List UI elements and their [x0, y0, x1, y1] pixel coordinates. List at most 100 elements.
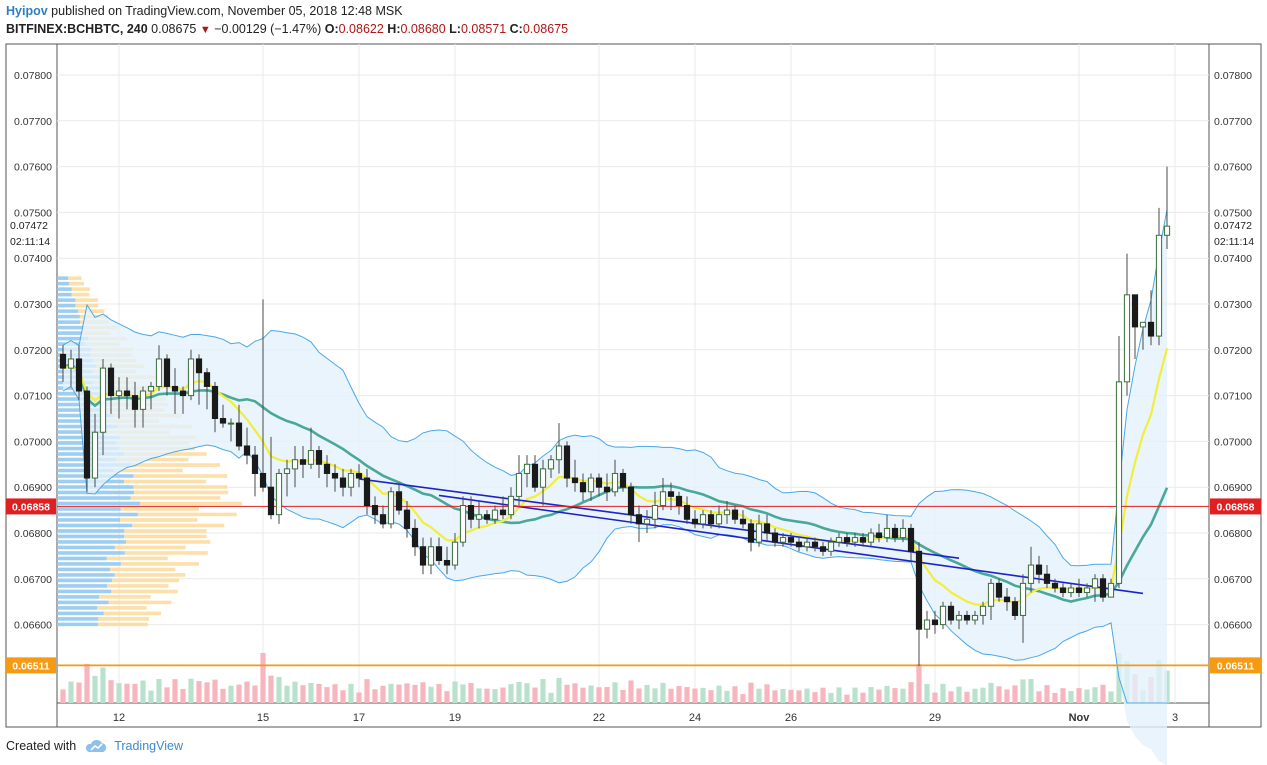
candle-up[interactable] [275, 472, 283, 516]
candle-up[interactable] [91, 431, 99, 479]
candle-down[interactable] [395, 491, 403, 511]
candle-up[interactable] [851, 537, 859, 543]
candle-down[interactable] [195, 358, 203, 374]
candle-down[interactable] [603, 486, 611, 493]
candle-up[interactable] [651, 505, 659, 520]
candle-up[interactable] [347, 472, 355, 488]
candle-down[interactable] [747, 523, 755, 543]
candle-up[interactable] [115, 390, 123, 397]
candle-up[interactable] [67, 358, 75, 369]
candle-down[interactable] [467, 505, 475, 520]
candle-down[interactable] [707, 514, 715, 525]
candle-down[interactable] [875, 532, 883, 539]
candle-down[interactable] [1147, 321, 1155, 337]
candle-down[interactable] [907, 527, 915, 552]
candle-down[interactable] [251, 454, 259, 474]
candle-up[interactable] [923, 619, 931, 630]
candle-down[interactable] [571, 477, 579, 484]
candle-up[interactable] [491, 509, 499, 520]
candle-down[interactable] [75, 358, 83, 392]
candle-up[interactable] [1115, 381, 1123, 584]
candle-down[interactable] [299, 459, 307, 465]
candle-down[interactable] [1099, 578, 1107, 598]
candle-down[interactable] [435, 546, 443, 561]
candle-down[interactable] [1011, 601, 1019, 616]
candle-up[interactable] [547, 459, 555, 470]
candle-down[interactable] [859, 537, 867, 543]
candle-up[interactable] [555, 445, 563, 461]
candle-up[interactable] [283, 468, 291, 474]
candle-down[interactable] [259, 472, 267, 488]
candle-up[interactable] [723, 509, 731, 516]
candle-down[interactable] [371, 505, 379, 516]
candle-down[interactable] [323, 463, 331, 474]
candle-up[interactable] [1139, 321, 1147, 328]
candle-down[interactable] [267, 486, 275, 516]
candle-up[interactable] [307, 450, 315, 465]
candle-down[interactable] [123, 390, 131, 397]
candle-down[interactable] [667, 491, 675, 497]
candle-down[interactable] [171, 385, 179, 392]
candle-down[interactable] [771, 532, 779, 543]
candle-up[interactable] [475, 514, 483, 520]
candle-down[interactable] [355, 472, 363, 479]
candle-down[interactable] [83, 390, 91, 479]
candle-down[interactable] [131, 395, 139, 410]
candle-up[interactable] [515, 472, 523, 497]
candle-up[interactable] [539, 468, 547, 488]
candle-up[interactable] [227, 422, 235, 425]
candle-up[interactable] [451, 541, 459, 566]
candle-up[interactable] [699, 514, 707, 525]
candle-down[interactable] [963, 614, 971, 621]
candle-up[interactable] [1123, 294, 1131, 383]
candle-down[interactable] [163, 358, 171, 387]
candle-down[interactable] [1051, 582, 1059, 589]
tradingview-link[interactable]: TradingView [84, 739, 183, 753]
candle-up[interactable] [291, 459, 299, 470]
candle-down[interactable] [1075, 587, 1083, 594]
candle-down[interactable] [315, 450, 323, 465]
candle-down[interactable] [595, 477, 603, 488]
candle-down[interactable] [107, 367, 115, 397]
candle-down[interactable] [203, 372, 211, 387]
candle-up[interactable] [779, 537, 787, 543]
author-name[interactable]: Hyipov [6, 4, 48, 18]
candle-down[interactable] [619, 472, 627, 488]
candle-up[interactable] [643, 518, 651, 525]
candle-down[interactable] [1003, 596, 1011, 603]
candle-down[interactable] [379, 514, 387, 525]
candle-down[interactable] [1043, 573, 1051, 584]
candle-up[interactable] [387, 491, 395, 525]
candle-down[interactable] [403, 509, 411, 529]
candle-down[interactable] [235, 422, 243, 447]
candle-down[interactable] [1035, 564, 1043, 575]
candle-up[interactable] [867, 532, 875, 543]
candle-up[interactable] [587, 477, 595, 493]
candle-down[interactable] [243, 445, 251, 456]
candle-down[interactable] [915, 550, 923, 630]
candle-down[interactable] [1131, 294, 1139, 328]
candle-up[interactable] [139, 390, 147, 410]
candle-down[interactable] [691, 518, 699, 525]
candle-down[interactable] [531, 463, 539, 488]
candle-up[interactable] [659, 491, 667, 507]
candle-down[interactable] [219, 418, 227, 424]
candle-up[interactable] [755, 523, 763, 543]
candle-down[interactable] [763, 523, 771, 534]
candle-up[interactable] [1083, 587, 1091, 594]
candle-down[interactable] [947, 605, 955, 621]
candle-down[interactable] [579, 482, 587, 493]
candle-down[interactable] [995, 582, 1003, 598]
candle-down[interactable] [683, 505, 691, 520]
candle-up[interactable] [523, 463, 531, 474]
candle-up[interactable] [1027, 564, 1035, 584]
candle-down[interactable] [483, 514, 491, 520]
candle-up[interactable] [1163, 225, 1171, 236]
candle-down[interactable] [891, 527, 899, 539]
candle-up[interactable] [1019, 582, 1027, 616]
candle-down[interactable] [731, 509, 739, 520]
candle-up[interactable] [971, 614, 979, 621]
candle-up[interactable] [899, 527, 907, 539]
candle-up[interactable] [979, 605, 987, 616]
